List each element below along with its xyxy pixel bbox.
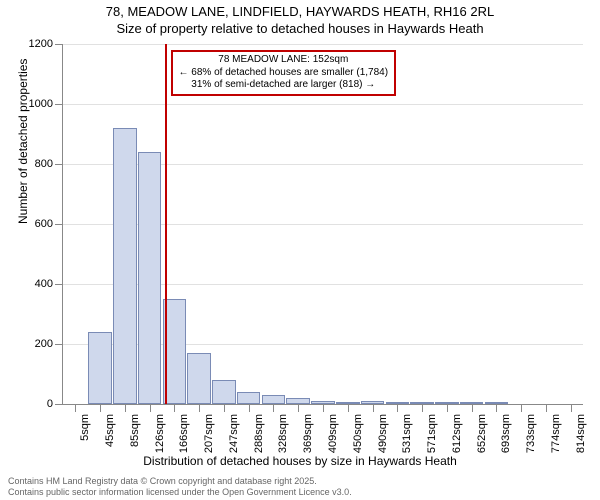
annotation-line: 31% of semi-detached are larger (818) → [179, 79, 389, 92]
gridline [63, 104, 583, 105]
chart-title-line1: 78, MEADOW LANE, LINDFIELD, HAYWARDS HEA… [0, 4, 600, 21]
x-tick-label: 450sqm [352, 414, 364, 453]
x-tick-label: 612sqm [451, 414, 463, 453]
y-tick [55, 344, 63, 345]
x-tick [199, 404, 200, 412]
annotation-box: 78 MEADOW LANE: 152sqm← 68% of detached … [171, 50, 397, 96]
y-tick-label: 1200 [29, 38, 53, 50]
x-tick [100, 404, 101, 412]
histogram-bar [88, 332, 112, 404]
x-tick [472, 404, 473, 412]
x-tick-label: 328sqm [277, 414, 289, 453]
x-tick-label: 207sqm [203, 414, 215, 453]
x-tick [348, 404, 349, 412]
annotation-line: 78 MEADOW LANE: 152sqm [179, 54, 389, 67]
x-tick [298, 404, 299, 412]
x-tick [422, 404, 423, 412]
y-tick-label: 400 [35, 278, 53, 290]
x-tick-label: 571sqm [426, 414, 438, 453]
x-tick-label: 409sqm [327, 414, 339, 453]
x-axis-label: Distribution of detached houses by size … [0, 454, 600, 468]
x-tick-label: 531sqm [401, 414, 413, 453]
y-tick [55, 284, 63, 285]
chart-title-line2: Size of property relative to detached ho… [0, 21, 600, 38]
x-tick [521, 404, 522, 412]
x-tick-label: 126sqm [154, 414, 166, 453]
x-tick [571, 404, 572, 412]
y-tick [55, 104, 63, 105]
histogram-bar [237, 392, 261, 404]
x-tick [75, 404, 76, 412]
y-tick-label: 800 [35, 158, 53, 170]
x-tick-label: 490sqm [377, 414, 389, 453]
histogram-bar [113, 128, 137, 404]
y-tick-label: 200 [35, 338, 53, 350]
y-tick [55, 404, 63, 405]
x-tick [496, 404, 497, 412]
x-tick [125, 404, 126, 412]
x-tick [447, 404, 448, 412]
y-tick-label: 600 [35, 218, 53, 230]
x-tick-label: 652sqm [476, 414, 488, 453]
x-tick-label: 288sqm [253, 414, 265, 453]
y-tick [55, 44, 63, 45]
x-tick-label: 369sqm [302, 414, 314, 453]
annotation-line: ← 68% of detached houses are smaller (1,… [179, 67, 389, 80]
y-tick-label: 1000 [29, 98, 53, 110]
footer-line2: Contains public sector information licen… [8, 487, 352, 498]
x-tick [174, 404, 175, 412]
histogram-bar [138, 152, 162, 404]
footer-line1: Contains HM Land Registry data © Crown c… [8, 476, 352, 487]
x-tick [397, 404, 398, 412]
histogram-bar [187, 353, 211, 404]
chart-plot-area: 0200400600800100012005sqm45sqm85sqm126sq… [62, 44, 582, 404]
histogram-bar [262, 395, 286, 404]
x-tick [224, 404, 225, 412]
x-tick [323, 404, 324, 412]
gridline [63, 44, 583, 45]
x-tick-label: 5sqm [79, 414, 91, 441]
reference-vline [165, 44, 167, 404]
x-tick-label: 85sqm [129, 414, 141, 447]
x-tick-label: 247sqm [228, 414, 240, 453]
x-tick [249, 404, 250, 412]
x-tick [373, 404, 374, 412]
x-tick [546, 404, 547, 412]
histogram-bar [212, 380, 236, 404]
x-tick [273, 404, 274, 412]
y-tick [55, 164, 63, 165]
y-tick-label: 0 [47, 398, 53, 410]
y-axis-label: Number of detached properties [16, 59, 30, 224]
y-tick [55, 224, 63, 225]
x-tick [150, 404, 151, 412]
x-tick-label: 45sqm [104, 414, 116, 447]
x-tick-label: 693sqm [500, 414, 512, 453]
x-tick-label: 814sqm [575, 414, 587, 453]
x-tick-label: 166sqm [178, 414, 190, 453]
x-tick-label: 774sqm [550, 414, 562, 453]
x-tick-label: 733sqm [525, 414, 537, 453]
footer-attribution: Contains HM Land Registry data © Crown c… [8, 476, 352, 498]
